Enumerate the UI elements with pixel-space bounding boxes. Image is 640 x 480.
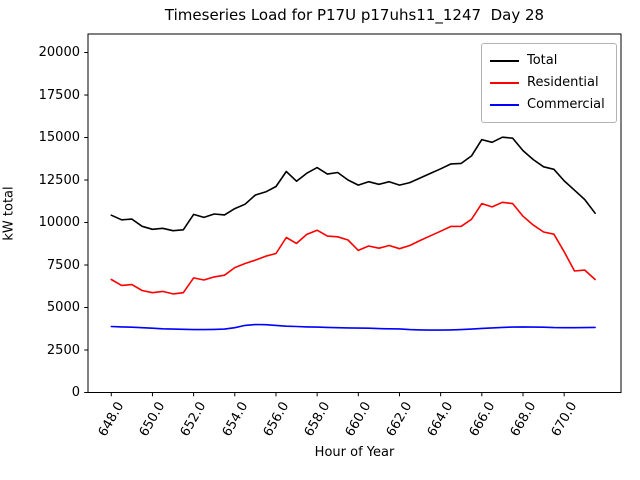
legend-label-commercial: Commercial [527,97,605,112]
y-tick-label: 2500 [46,342,80,358]
y-axis-label: kW total [1,186,17,241]
y-tick-label: 5000 [46,300,80,315]
residential-line [110,201,596,295]
y-tick-label: 20000 [38,45,80,61]
total-line-swatch [490,60,519,62]
legend-label-total: Total [527,53,558,68]
chart-title: Timeseries Load for P17U p17uhs11_1247 D… [164,6,545,24]
x-axis-label: Hour of Year [314,445,395,460]
y-tick-label: 17500 [38,87,80,103]
legend: Total Residential Commercial [481,43,617,123]
commercial-line-swatch [490,104,519,106]
y-tick-label: 15000 [38,130,80,146]
legend-label-residential: Residential [527,75,599,90]
y-tick-label: 0 [71,385,80,400]
y-tick-label: 10000 [38,215,80,230]
residential-line-swatch [490,82,519,84]
legend-item-residential: Residential [490,72,608,94]
axes-frame [87,33,622,393]
y-tick-label: 7500 [46,257,80,273]
total-line [110,136,596,232]
y-tick-label: 12500 [38,172,80,188]
legend-item-total: Total [490,50,608,72]
commercial-line [110,323,596,331]
legend-item-commercial: Commercial [490,94,608,116]
